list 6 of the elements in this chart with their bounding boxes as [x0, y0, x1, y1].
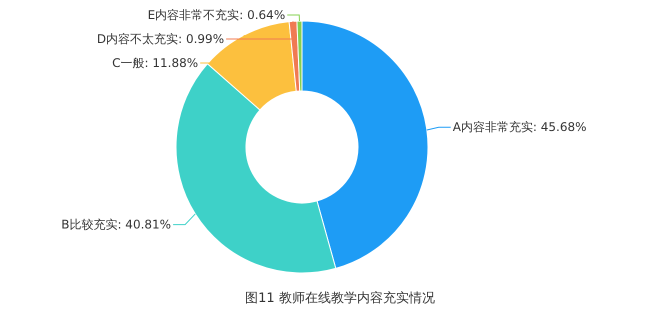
slice-label: D内容不太充实: 0.99% [96, 32, 224, 46]
text: 图11 教师在线教学内容充实情况 [245, 290, 435, 306]
slice-label: E内容非常不充实: 0.64% [148, 8, 286, 22]
slice-label: A内容非常充实: 45.68% [452, 120, 587, 134]
slice-label: C一般: 11.88% [112, 56, 198, 70]
slice-label: B比较充实: 40.81% [61, 218, 172, 232]
